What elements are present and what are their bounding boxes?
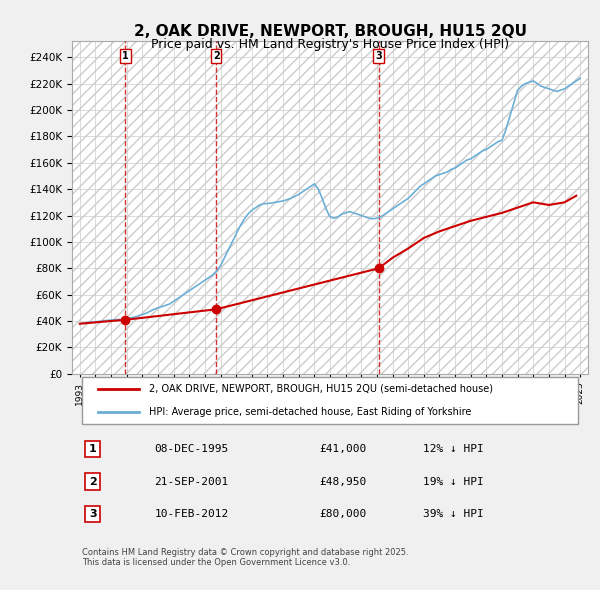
Text: 08-DEC-1995: 08-DEC-1995 <box>155 444 229 454</box>
Text: 39% ↓ HPI: 39% ↓ HPI <box>423 509 484 519</box>
Text: HPI: Average price, semi-detached house, East Riding of Yorkshire: HPI: Average price, semi-detached house,… <box>149 407 472 417</box>
Text: 19% ↓ HPI: 19% ↓ HPI <box>423 477 484 487</box>
Text: 3: 3 <box>375 51 382 61</box>
Text: 2, OAK DRIVE, NEWPORT, BROUGH, HU15 2QU (semi-detached house): 2, OAK DRIVE, NEWPORT, BROUGH, HU15 2QU … <box>149 384 493 394</box>
Text: 21-SEP-2001: 21-SEP-2001 <box>155 477 229 487</box>
Text: 2: 2 <box>89 477 97 487</box>
Text: 1: 1 <box>122 51 129 61</box>
Text: Contains HM Land Registry data © Crown copyright and database right 2025.
This d: Contains HM Land Registry data © Crown c… <box>82 548 409 567</box>
FancyBboxPatch shape <box>82 376 578 424</box>
Text: £48,950: £48,950 <box>320 477 367 487</box>
Text: 1: 1 <box>89 444 97 454</box>
Text: 10-FEB-2012: 10-FEB-2012 <box>155 509 229 519</box>
Text: 12% ↓ HPI: 12% ↓ HPI <box>423 444 484 454</box>
Text: 3: 3 <box>89 509 97 519</box>
Text: £41,000: £41,000 <box>320 444 367 454</box>
Text: £80,000: £80,000 <box>320 509 367 519</box>
Text: Price paid vs. HM Land Registry's House Price Index (HPI): Price paid vs. HM Land Registry's House … <box>151 38 509 51</box>
Text: 2: 2 <box>213 51 220 61</box>
Text: 2, OAK DRIVE, NEWPORT, BROUGH, HU15 2QU: 2, OAK DRIVE, NEWPORT, BROUGH, HU15 2QU <box>133 24 527 38</box>
